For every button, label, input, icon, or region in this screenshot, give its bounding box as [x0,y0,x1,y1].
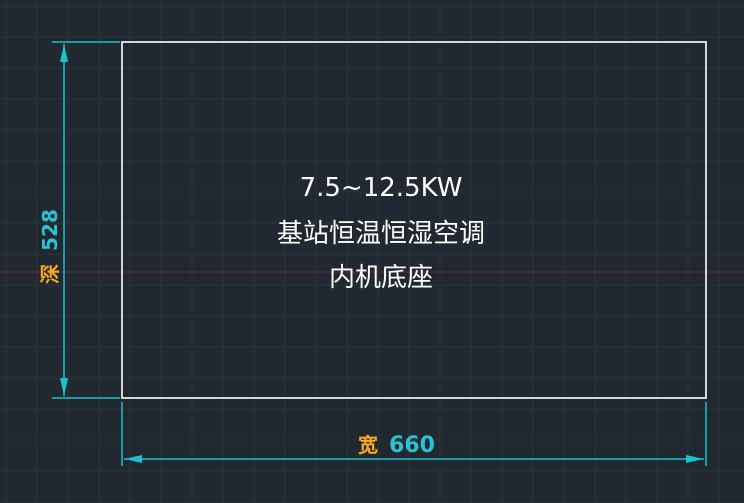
title-line-part: 内机底座 [329,263,433,293]
base-outline-rectangle [121,41,707,399]
depth-dimension-label: 深 [38,264,62,284]
width-dimension-value: 660 [389,433,435,458]
title-line-capacity: 7.5~12.5KW [300,173,463,203]
depth-dimension [52,41,120,399]
depth-dimension-text: 深 528 [38,209,62,284]
width-dimension-label: 宽 [358,433,378,457]
depth-dimension-value: 528 [38,209,62,251]
width-dimension [121,402,707,466]
width-arrow-left [124,455,142,463]
title-block: 7.5~12.5KW 基站恒温恒湿空调 内机底座 [277,173,485,293]
title-line-product: 基站恒温恒湿空调 [277,219,485,249]
depth-arrow-top [60,44,68,62]
width-arrow-right [686,455,704,463]
width-dimension-text: 宽 660 [358,433,435,458]
depth-arrow-bottom [60,378,68,396]
